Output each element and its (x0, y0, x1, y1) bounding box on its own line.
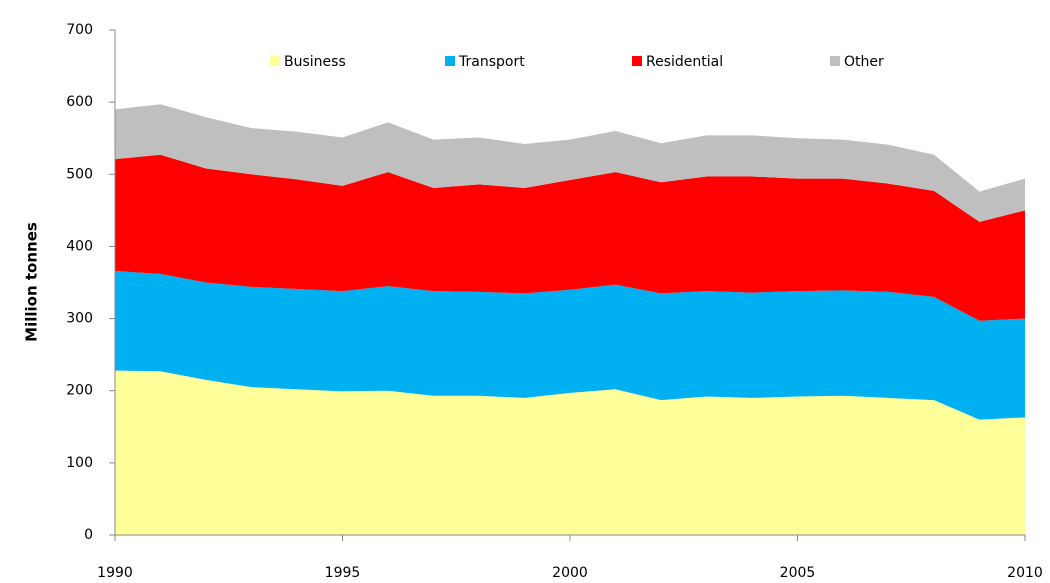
y-tick-label: 700 (66, 22, 93, 38)
y-tick-label: 100 (66, 455, 93, 471)
legend-swatch (270, 56, 280, 66)
y-axis-label: Million tonnes (23, 222, 41, 342)
area (115, 270, 1025, 420)
x-tick-label: 1995 (325, 565, 361, 581)
legend-swatch (632, 56, 642, 66)
legend-swatch (445, 56, 455, 66)
legend-label: Residential (646, 54, 723, 70)
x-tick-label: 2005 (780, 565, 816, 581)
x-tick-label: 2000 (552, 565, 588, 581)
x-tick-label: 2010 (1007, 565, 1043, 581)
legend-swatch (830, 56, 840, 66)
y-tick-label: 0 (84, 527, 93, 543)
area (115, 104, 1025, 222)
y-tick-label: 200 (66, 383, 93, 399)
y-tick-label: 400 (66, 238, 93, 254)
y-tick-label: 300 (66, 311, 93, 327)
legend-label: Other (844, 54, 884, 70)
legend-label: Business (284, 54, 346, 70)
y-tick-label: 500 (66, 166, 93, 182)
x-tick-label: 1990 (97, 565, 133, 581)
legend-label: Transport (458, 54, 525, 70)
y-tick-label: 600 (66, 94, 93, 110)
area (115, 154, 1025, 321)
area (115, 370, 1025, 535)
